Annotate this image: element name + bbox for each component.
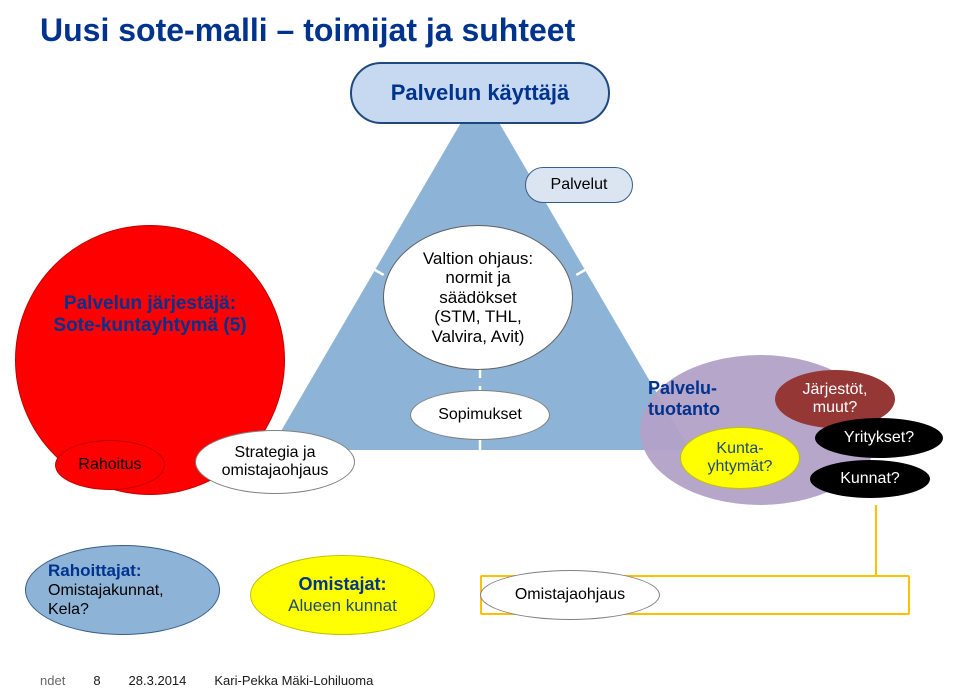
- bubble-state: Valtion ohjaus: normit ja säädökset (STM…: [383, 225, 573, 370]
- yri-text: Yritykset?: [844, 429, 914, 447]
- bigred-l1: Palvelun järjestäjä:: [64, 293, 236, 315]
- bubble-services-text: Palvelut: [551, 176, 608, 194]
- bubble-services: Palvelut: [525, 167, 633, 203]
- state-l5: Valvira, Avit): [432, 327, 525, 347]
- footer-date: 28.3.2014: [129, 673, 187, 688]
- state-l2: normit ja: [445, 268, 510, 288]
- bubble-strategia: Strategia ja omistajaohjaus: [195, 430, 355, 494]
- conn-cloud-rect: [875, 505, 877, 575]
- om-l2: Alueen kunnat: [288, 596, 397, 616]
- om-l1: Omistajat:: [298, 574, 386, 596]
- footer-page: 8: [93, 673, 100, 688]
- label-tuotanto: Palvelu- tuotanto: [648, 378, 720, 419]
- bubble-omistajat: Omistajat: Alueen kunnat: [250, 555, 435, 635]
- slide-title: Uusi sote-malli – toimijat ja suhteet: [40, 12, 575, 49]
- tuot-l2: tuotanto: [648, 399, 720, 420]
- rah-l2: Omistajakunnat,: [48, 581, 164, 600]
- slide: Uusi sote-malli – toimijat ja suhteet Pa…: [0, 0, 960, 698]
- jar-l2: muut?: [813, 399, 857, 417]
- footer: ndet 8 28.3.2014 Kari-Pekka Mäki-Lohiluo…: [40, 673, 373, 688]
- sop-text: Sopimukset: [438, 406, 522, 424]
- state-l4: (STM, THL,: [434, 307, 522, 327]
- bubble-kuntayhtymat: Kunta- yhtymät?: [680, 427, 800, 489]
- bubble-user: Palvelun käyttäjä: [350, 62, 610, 124]
- footer-author: Kari-Pekka Mäki-Lohiluoma: [214, 673, 373, 688]
- strat-l1: Strategia ja: [235, 444, 316, 462]
- tuot-l1: Palvelu-: [648, 378, 720, 399]
- jar-l1: Järjestöt,: [803, 381, 868, 399]
- rahoitus-text: Rahoitus: [78, 456, 141, 474]
- state-l1: Valtion ohjaus:: [423, 249, 533, 269]
- ky-l1: Kunta-: [716, 440, 763, 458]
- bubble-sopimukset: Sopimukset: [410, 390, 550, 440]
- bubble-rahoitus: Rahoitus: [55, 440, 165, 490]
- kun-text: Kunnat?: [840, 470, 900, 488]
- rah-l3: Kela?: [48, 600, 89, 619]
- ky-l2: yhtymät?: [708, 458, 773, 476]
- bubble-yritykset: Yritykset?: [815, 418, 943, 458]
- strat-l2: omistajaohjaus: [222, 462, 329, 480]
- state-l3: säädökset: [439, 288, 517, 308]
- bigred-l2: Sote-kuntayhtymä (5): [53, 315, 246, 337]
- omoj-text: Omistajaohjaus: [515, 586, 625, 604]
- bubble-omistajaohjaus: Omistajaohjaus: [480, 570, 660, 620]
- bubble-rahoittajat: Rahoittajat: Omistajakunnat, Kela?: [25, 545, 220, 635]
- rah-l1: Rahoittajat:: [48, 561, 142, 581]
- bubble-user-text: Palvelun käyttäjä: [391, 80, 570, 106]
- bubble-kunnat: Kunnat?: [810, 460, 930, 498]
- footer-brand: ndet: [40, 673, 65, 688]
